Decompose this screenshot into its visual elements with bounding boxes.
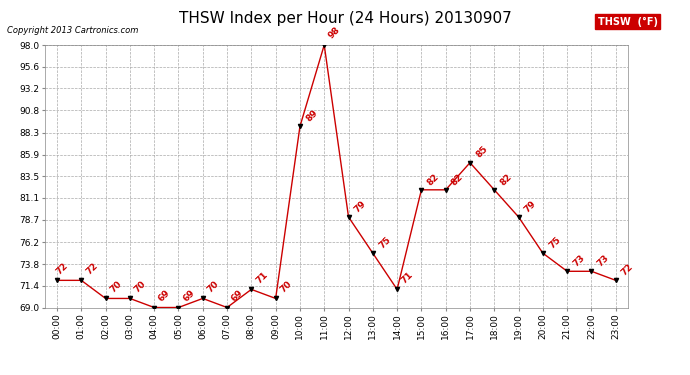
Text: 79: 79	[353, 199, 368, 214]
Text: 73: 73	[571, 253, 586, 268]
Text: 79: 79	[523, 199, 538, 214]
Text: 72: 72	[84, 261, 99, 276]
Text: THSW  (°F): THSW (°F)	[598, 17, 658, 27]
Text: 89: 89	[304, 108, 319, 124]
Text: 85: 85	[474, 145, 489, 160]
Text: 71: 71	[400, 270, 415, 285]
Text: THSW Index per Hour (24 Hours) 20130907: THSW Index per Hour (24 Hours) 20130907	[179, 11, 511, 26]
Text: 75: 75	[547, 235, 562, 250]
Text: 72: 72	[55, 261, 70, 276]
Text: 70: 70	[279, 279, 294, 294]
Text: 71: 71	[254, 270, 269, 285]
Text: 70: 70	[206, 279, 221, 294]
Text: 69: 69	[157, 288, 172, 303]
Text: 70: 70	[132, 279, 148, 294]
Text: 73: 73	[595, 253, 611, 268]
Text: 82: 82	[498, 172, 513, 187]
Text: 82: 82	[450, 172, 465, 187]
Text: 69: 69	[230, 288, 245, 303]
Text: 70: 70	[108, 279, 124, 294]
Text: 75: 75	[377, 235, 393, 250]
Text: 72: 72	[620, 262, 635, 278]
Text: Copyright 2013 Cartronics.com: Copyright 2013 Cartronics.com	[7, 26, 138, 35]
Text: 69: 69	[181, 288, 197, 303]
Text: 98: 98	[327, 26, 342, 41]
Text: 82: 82	[426, 172, 441, 187]
